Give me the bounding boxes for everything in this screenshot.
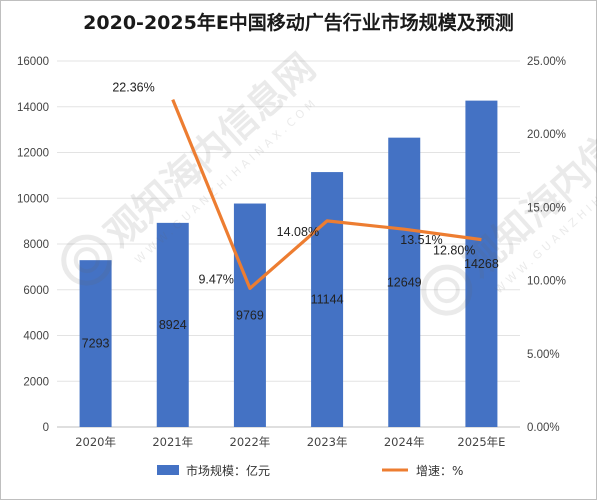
category-label: 2020年 xyxy=(75,435,116,449)
line-value-label: 12.80% xyxy=(433,244,475,258)
gridlines xyxy=(57,60,520,428)
category-label: 2024年 xyxy=(384,435,425,449)
line-data-labels: 22.36% 9.47% 14.08% 13.51%12.80% xyxy=(112,81,475,287)
watermark-ring xyxy=(73,247,100,274)
line-value-label: 13.51% xyxy=(400,233,442,247)
right-tick-label: 5.00% xyxy=(527,349,560,361)
growth-line xyxy=(171,99,482,290)
left-tick-label: 0 xyxy=(43,422,49,434)
bar xyxy=(156,222,189,427)
right-axis-ticks: 0.00% 5.00% 10.00% 15.00% 20.00% 25.00% xyxy=(527,56,566,434)
right-tick-label: 25.00% xyxy=(527,56,566,68)
bar xyxy=(233,203,266,427)
legend-swatch-bar xyxy=(157,465,179,475)
line-value-label: 14.08% xyxy=(277,225,319,239)
chart-title: 2020-2025年E中国移动广告行业市场规模及预测 xyxy=(83,12,514,34)
legend: 市场规模：亿元 增速：% xyxy=(157,463,463,478)
bar-value-label: 7293 xyxy=(82,337,110,351)
watermark-ring xyxy=(61,234,113,286)
legend-label-line: 增速：% xyxy=(416,464,463,478)
bar-value-label: 14268 xyxy=(464,257,499,271)
left-tick-label: 2000 xyxy=(23,376,49,388)
bar xyxy=(79,260,112,427)
category-label: 2022年 xyxy=(230,435,271,449)
bar-series xyxy=(79,100,498,428)
category-label: 2025年E xyxy=(457,435,505,449)
left-tick-label: 14000 xyxy=(17,102,49,114)
line-value-label: 22.36% xyxy=(112,81,154,95)
bar xyxy=(465,100,498,427)
right-tick-label: 15.00% xyxy=(527,202,566,214)
right-tick-label: 0.00% xyxy=(527,422,560,434)
left-axis-ticks: 0 2000 4000 6000 8000 10000 12000 14000 16000 xyxy=(17,56,49,434)
bar-value-label: 12649 xyxy=(387,275,422,289)
left-tick-label: 12000 xyxy=(17,148,49,160)
bar xyxy=(311,172,344,427)
bar xyxy=(388,137,421,428)
category-label: 2023年 xyxy=(307,435,348,449)
left-tick-label: 8000 xyxy=(23,239,49,251)
left-tick-label: 16000 xyxy=(17,56,49,68)
watermark-ring xyxy=(421,264,473,316)
bar-value-label: 9769 xyxy=(236,308,264,322)
bar-value-label: 11144 xyxy=(311,293,344,307)
legend-label-bar: 市场规模：亿元 xyxy=(186,463,270,478)
right-tick-label: 20.00% xyxy=(527,129,566,141)
left-tick-label: 6000 xyxy=(23,285,49,297)
bar-data-labels: 7293 8924 9769 11144 12649 14268 xyxy=(82,257,499,351)
category-labels: 2020年 2021年 2022年 2023年 2024年 2025年E xyxy=(75,435,505,449)
line-series xyxy=(171,99,482,290)
watermark-ring xyxy=(433,277,460,304)
line-value-label: 9.47% xyxy=(198,272,233,286)
left-tick-label: 10000 xyxy=(17,193,49,205)
category-label: 2021年 xyxy=(152,435,193,449)
bar-value-label: 8924 xyxy=(159,318,187,332)
left-tick-label: 4000 xyxy=(23,331,49,343)
right-tick-label: 10.00% xyxy=(527,276,566,288)
